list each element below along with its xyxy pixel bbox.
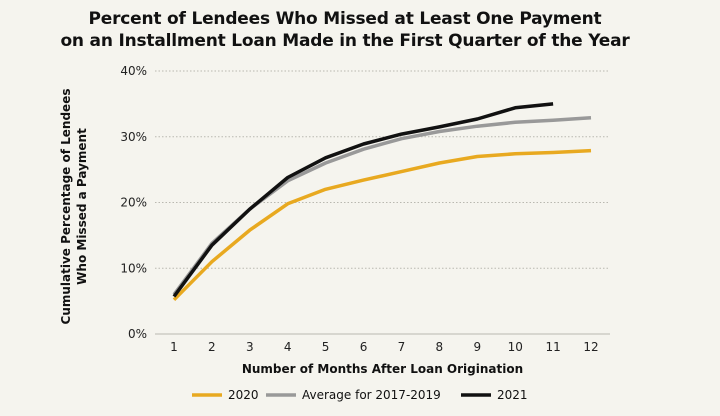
x-tick-label: 6	[360, 340, 368, 354]
x-tick-label: 7	[398, 340, 406, 354]
y-axis-label-line-2: Who Missed a Payment	[75, 128, 89, 285]
x-tick-label: 11	[545, 340, 560, 354]
chart-title-line-1: Percent of Lendees Who Missed at Least O…	[88, 9, 602, 29]
x-tick-label: 5	[322, 340, 330, 354]
y-tick-label: 0%	[128, 327, 147, 341]
x-tick-label: 3	[246, 340, 254, 354]
y-tick-label: 30%	[120, 130, 147, 144]
series-line-2	[172, 102, 554, 298]
x-tick-label: 8	[436, 340, 444, 354]
y-tick-label: 20%	[120, 196, 147, 210]
x-tick-label: 1	[170, 340, 178, 354]
x-tick-label: 12	[583, 340, 598, 354]
x-tick-label: 9	[473, 340, 481, 354]
legend-label: 2021	[497, 388, 528, 402]
chart-title: Percent of Lendees Who Missed at Least O…	[0, 8, 690, 52]
x-axis-label: Number of Months After Loan Origination	[242, 362, 523, 376]
x-tick-label: 10	[508, 340, 523, 354]
x-tick-label: 2	[208, 340, 216, 354]
legend-label: 2020	[228, 388, 259, 402]
series-line-0	[172, 148, 592, 302]
x-tick-label: 4	[284, 340, 292, 354]
y-tick-label: 10%	[120, 261, 147, 275]
legend-label: Average for 2017-2019	[302, 388, 441, 402]
y-axis-label-line-1: Cumulative Percentage of Lendees	[59, 89, 73, 325]
chart-title-line-2: on an Installment Loan Made in the First…	[60, 31, 630, 51]
y-tick-label: 40%	[120, 64, 147, 78]
